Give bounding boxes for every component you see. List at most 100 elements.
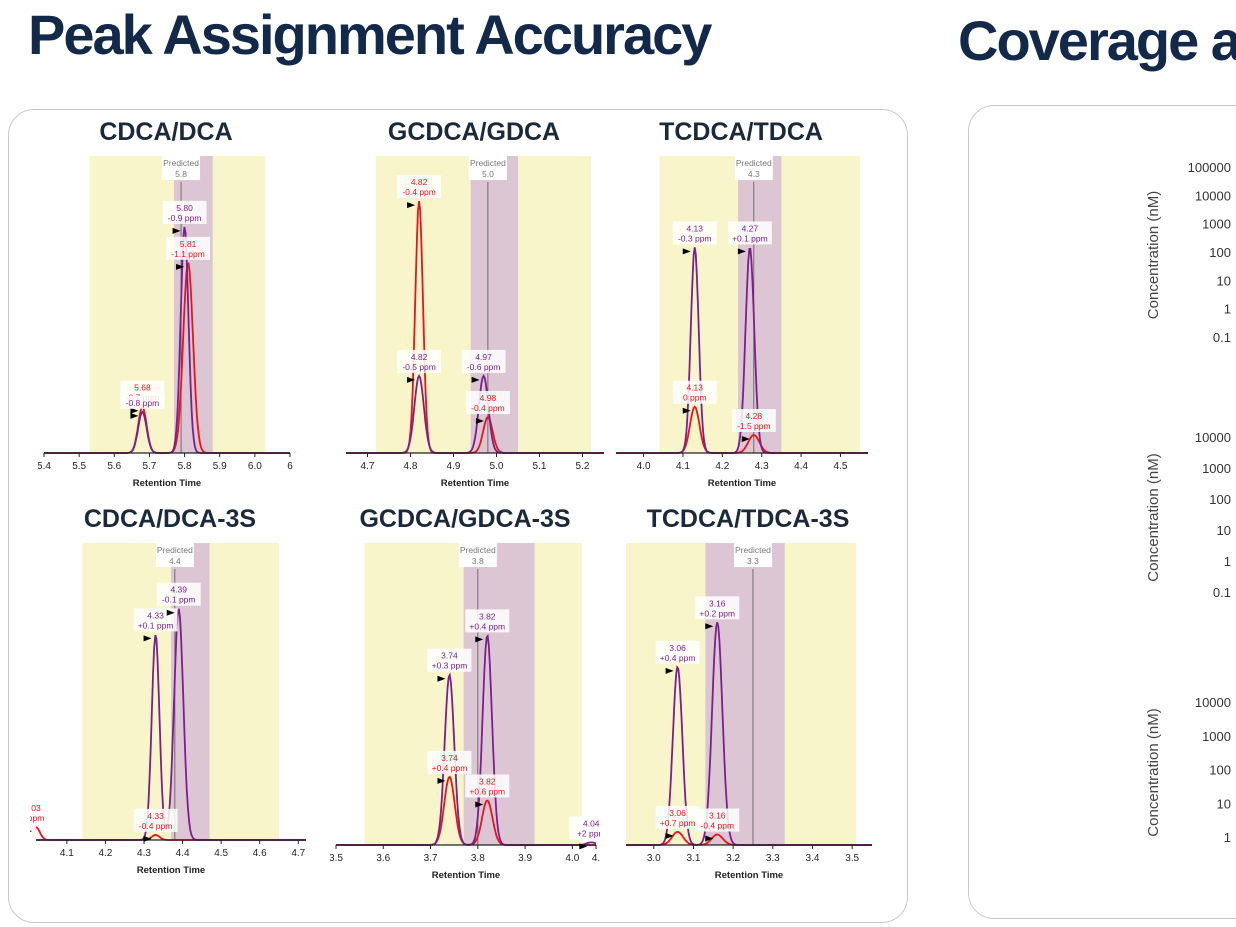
- concentration-axis: 100000 10000 1000 100 10 1 0.1 Concentration (n…: [1145, 160, 1231, 345]
- peak-label: 4.28: [746, 411, 763, 421]
- peak-label: 4.97: [475, 352, 492, 362]
- peak-label: +0.4 ppm: [660, 653, 696, 663]
- inner-window: [705, 543, 785, 845]
- peak-label-box: [397, 349, 442, 373]
- peak-marker: [665, 667, 674, 674]
- predicted-label: Predicted: [157, 545, 193, 555]
- peak-marker: [475, 636, 484, 643]
- peak-marker: [579, 843, 588, 850]
- predicted-label: Predicted: [735, 545, 771, 555]
- peak-label-box: [427, 648, 472, 672]
- peak-label: +0.4 ppm: [469, 621, 505, 631]
- peak-label-box: [695, 596, 740, 620]
- second-page-title: Coverage a: [958, 9, 1236, 72]
- peak-marker: [705, 835, 714, 842]
- peak-marker: [475, 801, 484, 808]
- predicted-label: Predicted: [460, 545, 496, 555]
- predicted-box: [458, 543, 497, 567]
- peak-marker: [143, 835, 152, 842]
- chart-tcdca-tdca: TCDCA/TDCA Predicted 4.3 4.0 4.1 4.2 4.3 4.4 4.…: [610, 118, 872, 498]
- chart-title: GCDCA/GDCA-3S: [359, 505, 571, 533]
- peak-label: 5.68: [134, 383, 151, 393]
- peak-marker: [166, 609, 175, 616]
- peak-label: -1.5 ppm: [737, 421, 771, 431]
- peak-label-box: [133, 608, 178, 632]
- x-tick-label: 4.1: [676, 461, 690, 472]
- peak-label: -0.4 ppm: [139, 821, 173, 831]
- y-tick-label: 10000: [1195, 430, 1231, 445]
- peak-label-box: [461, 349, 506, 373]
- y-tick-label: 10: [1217, 273, 1231, 288]
- x-tick-label: 3.5: [845, 853, 859, 864]
- x-tick-label: 5.7: [142, 461, 156, 472]
- peak-marker: [705, 623, 714, 630]
- peak-label: +0.1 ppm: [138, 620, 174, 630]
- peak-label: -0.8 ppm: [126, 398, 160, 408]
- y-tick-label: 0.1: [1213, 585, 1231, 600]
- predicted-label: Predicted: [736, 158, 772, 168]
- peak-label-box: [465, 609, 510, 633]
- peak-label-box: [133, 808, 178, 832]
- peak-label: 3.74: [441, 753, 458, 763]
- predicted-box: [733, 543, 772, 567]
- peak-label: -0.6 ppm: [467, 362, 501, 372]
- peak-marker: [172, 227, 181, 234]
- predicted-value: 5.8: [175, 169, 187, 179]
- x-tick-label: 3.3: [766, 853, 780, 864]
- x-tick-label: 4.7: [291, 848, 305, 859]
- x-tick-label: 4.8: [404, 461, 418, 472]
- page-title: Peak Assignment Accuracy: [28, 3, 712, 66]
- peak-label: -0.4 ppm: [471, 403, 505, 413]
- peak-label: -0.1 ppm: [162, 595, 196, 605]
- peak-label: 4.39: [170, 585, 187, 595]
- x-tick-label: 5.1: [533, 461, 547, 472]
- peak-label: 3.06: [669, 808, 686, 818]
- y-axis-label: Concentration (nM): [1145, 453, 1162, 581]
- peak-label: 4.27: [742, 223, 759, 233]
- predicted-box: [734, 156, 773, 180]
- peak-label-box: [695, 808, 740, 832]
- concentration-axis-bottom: 10000 1000 100 10 1 Concentration (nM): [1140, 695, 1236, 850]
- peak-label: -1.1 ppm: [171, 249, 205, 259]
- peak-label-box: [120, 395, 165, 409]
- chart-gcdca-gdca: GCDCA/GDCA Predicted 5.0 4.7 4.8 4.9 5.0 5.1 5.…: [340, 118, 608, 498]
- inner-window: [738, 156, 782, 453]
- peak-label: 3.16: [709, 811, 726, 821]
- x-tick-label: 4.5: [214, 848, 228, 859]
- peak-label-box: [672, 380, 717, 404]
- x-tick-label: 5.4: [38, 461, 51, 472]
- x-tick-label: 4.7: [361, 461, 375, 472]
- peak-marker: [24, 828, 32, 835]
- concentration-axis-top: 100000 10000 1000 100 10 1 0.1 Concentration (n…: [1140, 160, 1236, 350]
- peak-label: +0.7 ppm: [660, 818, 696, 828]
- y-tick-label: 1: [1224, 830, 1231, 845]
- peak-label: -0.9 ppm: [168, 213, 202, 223]
- y-tick-label: 100: [1209, 492, 1231, 507]
- x-axis-label: Retention Time: [441, 478, 509, 489]
- peak-label-box: [655, 640, 700, 664]
- peak-label-box: [655, 805, 700, 829]
- x-tick-label: 5.6: [107, 461, 121, 472]
- chart-title: GCDCA/GDCA: [387, 118, 561, 146]
- peak-label: -0.5 ppm: [402, 362, 436, 372]
- x-tick-label: 5.5: [72, 461, 86, 472]
- peak-label-box: [156, 582, 201, 606]
- peak-label: 03: [31, 803, 41, 813]
- x-tick-label: 4.0: [565, 853, 579, 864]
- x-tick-label: 5.2: [576, 461, 590, 472]
- x-tick-label: 3.0: [647, 853, 661, 864]
- x-tick-label: 3.2: [726, 853, 740, 864]
- x-tick-label: 3.6: [376, 853, 390, 864]
- x-tick-label: 5.8: [178, 461, 192, 472]
- predicted-box: [162, 156, 201, 180]
- peak-marker: [682, 248, 691, 255]
- y-tick-label: 1000: [1202, 217, 1231, 232]
- peak-label-box: [166, 236, 211, 260]
- x-axis-label: Retention Time: [137, 865, 205, 876]
- peak-label: 5.80: [176, 203, 193, 213]
- peak-marker: [471, 376, 480, 383]
